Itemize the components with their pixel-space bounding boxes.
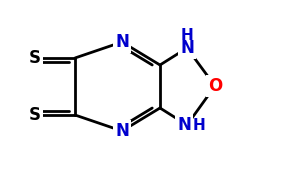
Text: H: H xyxy=(181,28,193,43)
Text: N: N xyxy=(115,122,129,140)
Text: H: H xyxy=(193,117,205,133)
Text: N: N xyxy=(177,116,191,134)
Text: S: S xyxy=(29,106,41,124)
Text: N: N xyxy=(115,33,129,51)
Text: S: S xyxy=(29,49,41,67)
Text: N: N xyxy=(180,39,194,57)
Text: O: O xyxy=(208,77,222,95)
